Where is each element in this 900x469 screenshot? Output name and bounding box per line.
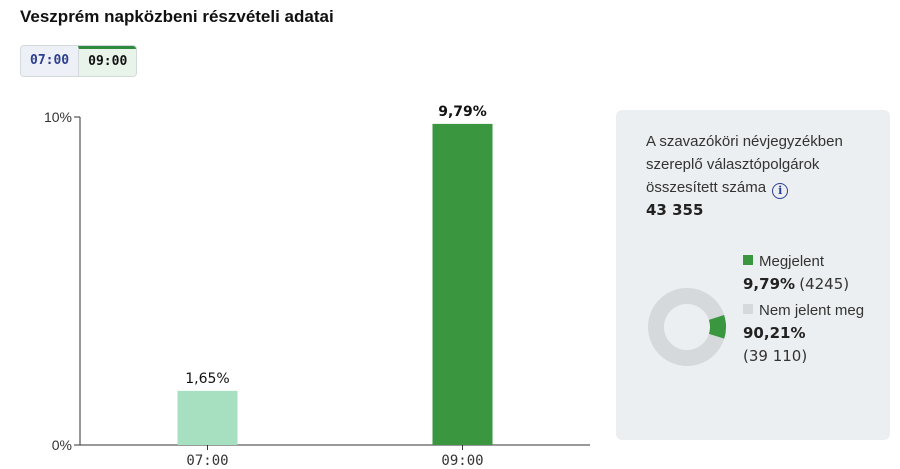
bar-0900 <box>432 123 493 445</box>
info-label: A szavazóköri névjegyzékben szereplő vál… <box>646 130 866 199</box>
info-panel: A szavazóköri névjegyzékben szereplő vál… <box>616 110 890 440</box>
time-tabs: 07:00 09:00 <box>20 45 138 77</box>
turnout-bar-chart: 0% 10% 1,65% 07:00 9,79% 09:00 <box>44 104 590 469</box>
tab-0700[interactable]: 07:00 <box>21 46 79 76</box>
donut-slice-not-appeared <box>648 288 726 366</box>
legend-swatch-appeared <box>743 255 753 265</box>
bar-0700 <box>177 390 238 445</box>
donut-legend: Megjelent 9,79% (4245) Nem jelent meg 90… <box>743 250 873 368</box>
turnout-donut-chart <box>648 288 726 366</box>
legend-not-appeared-count: (39 110) <box>743 347 808 365</box>
legend-not-appeared-label: Nem jelent meg <box>759 302 865 319</box>
legend-not-appeared-pct: 90,21% <box>743 324 806 342</box>
page-title: Veszprém napközbeni részvételi adatai <box>20 7 334 26</box>
legend-appeared-label: Megjelent <box>759 253 825 270</box>
info-label-text: A szavazóköri névjegyzékben szereplő vál… <box>646 133 843 196</box>
legend-appeared: Megjelent 9,79% (4245) <box>743 250 873 296</box>
legend-appeared-count: (4245) <box>799 275 850 293</box>
legend-appeared-pct: 9,79% <box>743 275 796 293</box>
y-tick-label: 10% <box>44 109 72 125</box>
bar-data-label: 9,79% <box>438 104 487 120</box>
tab-0900[interactable]: 09:00 <box>78 46 137 76</box>
voter-total: 43 355 <box>646 201 704 219</box>
x-tick-label: 07:00 <box>186 453 228 469</box>
info-icon[interactable]: i <box>772 183 789 199</box>
y-tick-label: 0% <box>52 437 72 453</box>
legend-swatch-not-appeared <box>743 304 753 314</box>
bar-data-label: 1,65% <box>185 371 229 387</box>
legend-not-appeared: Nem jelent meg 90,21% (39 110) <box>743 299 873 368</box>
x-tick-label: 09:00 <box>441 453 483 469</box>
